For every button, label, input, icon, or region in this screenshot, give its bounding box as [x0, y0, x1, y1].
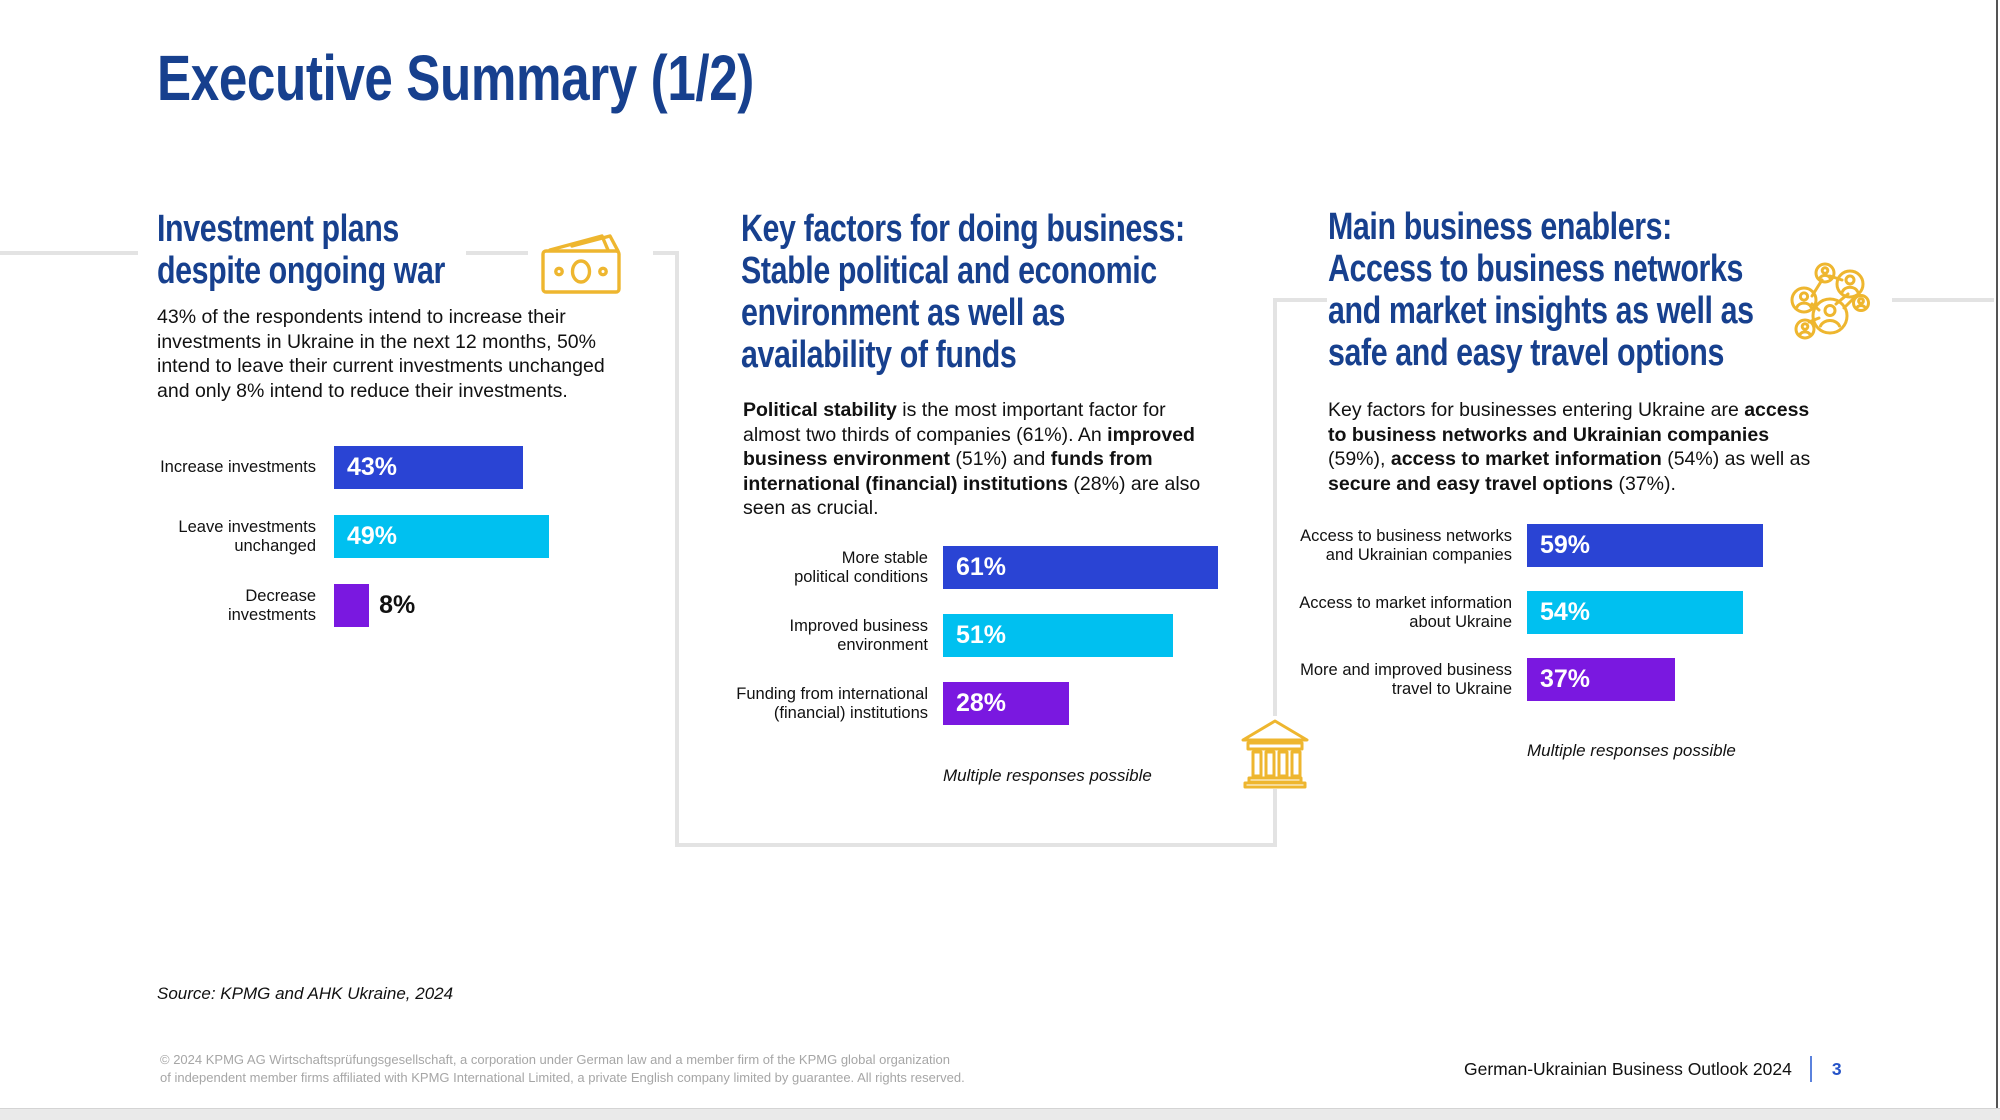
chart-row: Funding from international (financial) i…: [716, 682, 1218, 725]
copyright-line2: of independent member firms affiliated w…: [160, 1070, 965, 1085]
bar-label: Funding from international (financial) i…: [736, 684, 928, 722]
bar-value: 28%: [956, 689, 1007, 717]
report-title: German-Ukrainian Business Outlook 2024: [1464, 1058, 1792, 1079]
bank-icon: [1238, 714, 1312, 790]
section2-heading: Key factors for doing business: Stable p…: [741, 208, 1296, 376]
page-number: 3: [1831, 1058, 1842, 1079]
chart-key-factors: More stable political conditions 61% Imp…: [716, 546, 1218, 786]
bar: 51%: [943, 614, 1173, 657]
connector-line: [1277, 298, 1327, 302]
chart-investment-plans: Increase investments 43% Leave investmen…: [128, 446, 550, 627]
connector-line: [653, 251, 679, 255]
page-title-text: Executive Summary (1/2): [157, 42, 754, 114]
bar-label: Access to business networks and Ukrainia…: [1300, 526, 1512, 564]
chart-note: Multiple responses possible: [943, 766, 1152, 785]
chart-row: Improved business environment 51%: [716, 614, 1218, 657]
bar-value: 37%: [1540, 665, 1591, 693]
bar-value: 8%: [379, 591, 416, 619]
page-bottom-strip: [0, 1108, 2000, 1120]
bar: 49%: [334, 515, 550, 558]
bar-label: Access to market information about Ukrai…: [1299, 593, 1512, 631]
chart-row: Increase investments 43%: [128, 446, 549, 489]
connector-line: [0, 251, 138, 255]
bar-label: Leave investments unchanged: [178, 517, 316, 555]
bar-label: Decrease investments: [227, 586, 316, 624]
network-icon: [1784, 260, 1870, 344]
bar: 61%: [943, 546, 1218, 589]
section2-paragraph: Political stability is the most importan…: [743, 399, 1201, 520]
chart-row: More stable political conditions 61%: [716, 546, 1218, 589]
section3-paragraph: Key factors for businesses entering Ukra…: [1328, 399, 1811, 495]
chart-row: Access to market information about Ukrai…: [1290, 591, 1763, 634]
copyright-text: © 2024 KPMG AG Wirtschaftsprüfungsgesell…: [160, 1051, 965, 1087]
bar-label: Increase investments: [160, 458, 316, 476]
section1-heading: Investment plans despite ongoing war: [157, 208, 517, 292]
footer-divider: [1809, 1056, 1812, 1082]
chart-row: Decrease investments 8%: [128, 584, 549, 627]
banknotes-icon: [538, 220, 624, 306]
bar-label: Improved business environment: [789, 616, 929, 654]
section2-heading-text: Key factors for doing business: Stable p…: [741, 208, 1185, 376]
connector-line: [675, 843, 1277, 847]
connector-line: [1892, 298, 1994, 302]
connector-line: [675, 251, 679, 847]
bar-value: 61%: [956, 553, 1007, 581]
bar: 43%: [334, 446, 523, 489]
page-title: Executive Summary (1/2): [157, 44, 903, 112]
bar: 37%: [1527, 658, 1675, 701]
section1-heading-text: Investment plans despite ongoing war: [157, 208, 445, 292]
section3-heading-text: Main business enablers: Access to busine…: [1328, 206, 1754, 374]
bar: 59%: [1527, 524, 1763, 567]
connector-line: [1273, 298, 1277, 716]
section3-heading: Main business enablers: Access to busine…: [1328, 206, 1860, 374]
footer-right: German-Ukrainian Business Outlook 2024 3: [1464, 1056, 1842, 1082]
bar-value: 49%: [347, 522, 398, 550]
bar-value: 54%: [1540, 598, 1591, 626]
chart-note: Multiple responses possible: [1527, 741, 1736, 760]
bar-label: More stable political conditions: [794, 548, 928, 586]
chart-row: More and improved business travel to Ukr…: [1290, 658, 1763, 701]
connector-line: [1273, 789, 1277, 847]
chart-row: Leave investments unchanged 49%: [128, 515, 550, 558]
bar: 54%: [1527, 591, 1743, 634]
source-note: Source: KPMG and AHK Ukraine, 2024: [157, 984, 454, 1003]
bar: [334, 584, 370, 627]
window-edge: [1996, 0, 1998, 1108]
chart-business-enablers: Access to business networks and Ukrainia…: [1290, 524, 1763, 761]
section1-paragraph: 43% of the respondents intend to increas…: [157, 306, 605, 402]
chart-row: Access to business networks and Ukrainia…: [1290, 524, 1763, 567]
copyright-line1: © 2024 KPMG AG Wirtschaftsprüfungsgesell…: [160, 1052, 950, 1067]
bar-value: 43%: [347, 453, 398, 481]
bar-value: 59%: [1540, 531, 1591, 559]
bar: 28%: [943, 682, 1069, 725]
bar-label: More and improved business travel to Ukr…: [1300, 660, 1512, 698]
bar-value: 51%: [956, 621, 1007, 649]
connector-line: [466, 251, 528, 255]
